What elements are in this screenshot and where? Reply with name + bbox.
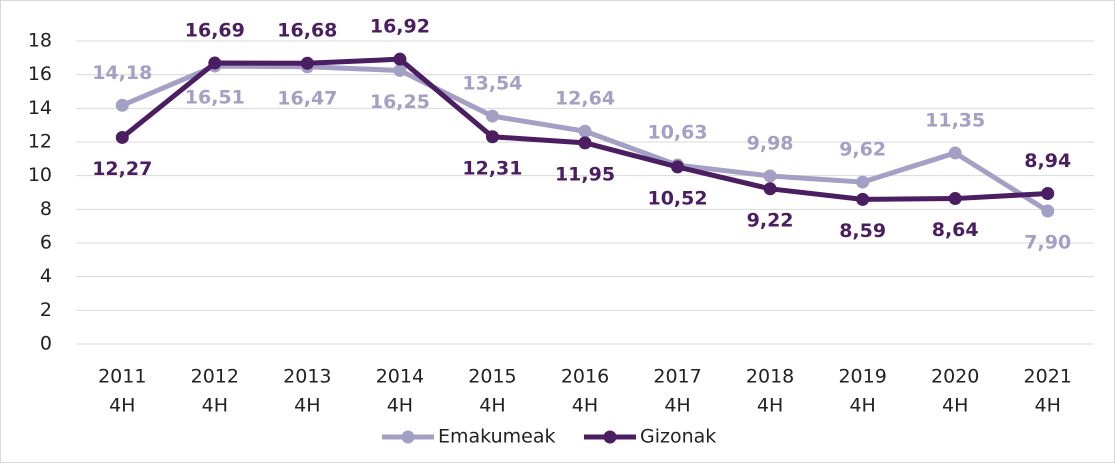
point bbox=[208, 56, 222, 70]
point bbox=[948, 192, 962, 206]
legend-marker bbox=[401, 430, 415, 444]
y-tick-label: 18 bbox=[28, 30, 52, 52]
x-tick-label: 4H bbox=[109, 395, 135, 417]
value-label: 8,64 bbox=[932, 219, 979, 241]
y-tick-label: 2 bbox=[40, 299, 52, 321]
x-tick-label: 4H bbox=[664, 395, 690, 417]
x-tick-label: 2014 bbox=[376, 366, 424, 388]
y-tick-label: 10 bbox=[28, 164, 52, 186]
point bbox=[115, 98, 129, 112]
point bbox=[763, 169, 777, 183]
x-tick-label: 2013 bbox=[283, 366, 331, 388]
point bbox=[485, 109, 499, 123]
x-tick-label: 2020 bbox=[931, 366, 979, 388]
x-tick-label: 4H bbox=[572, 395, 598, 417]
point bbox=[856, 175, 870, 189]
y-tick-label: 0 bbox=[40, 333, 52, 355]
point bbox=[300, 56, 314, 70]
x-tick-label: 2019 bbox=[838, 366, 886, 388]
value-label: 9,62 bbox=[839, 139, 886, 161]
x-tick-label: 4H bbox=[849, 395, 875, 417]
legend-label: Gizonak bbox=[640, 426, 716, 448]
x-tick-label: 4H bbox=[202, 395, 228, 417]
point bbox=[1041, 187, 1055, 201]
point bbox=[485, 130, 499, 144]
y-tick-label: 4 bbox=[40, 265, 52, 287]
point bbox=[1041, 204, 1055, 218]
value-label: 9,22 bbox=[747, 209, 794, 231]
y-tick-label: 6 bbox=[40, 232, 52, 254]
value-label: 16,47 bbox=[277, 87, 337, 109]
point bbox=[856, 192, 870, 206]
x-tick-label: 4H bbox=[387, 395, 413, 417]
x-tick-label: 2021 bbox=[1024, 366, 1072, 388]
value-label: 9,98 bbox=[747, 133, 794, 155]
value-label: 10,63 bbox=[647, 122, 707, 144]
value-label: 16,69 bbox=[185, 20, 245, 42]
value-label: 11,95 bbox=[555, 163, 615, 185]
x-tick-label: 2015 bbox=[468, 366, 516, 388]
value-label: 16,68 bbox=[277, 20, 337, 42]
point bbox=[393, 63, 407, 77]
value-label: 12,27 bbox=[92, 158, 152, 180]
value-label: 12,31 bbox=[462, 157, 522, 179]
value-label: 14,18 bbox=[92, 62, 152, 84]
x-tick-label: 4H bbox=[479, 395, 505, 417]
x-tick-label: 4H bbox=[757, 395, 783, 417]
y-tick-label: 14 bbox=[28, 97, 52, 119]
value-label: 7,90 bbox=[1024, 232, 1071, 254]
point bbox=[393, 52, 407, 66]
x-tick-label: 4H bbox=[294, 395, 320, 417]
legend-label: Emakumeak bbox=[438, 426, 555, 448]
point bbox=[763, 182, 777, 196]
value-label: 8,59 bbox=[839, 220, 886, 242]
x-tick-label: 4H bbox=[942, 395, 968, 417]
value-label: 13,54 bbox=[462, 73, 522, 95]
x-tick-label: 2016 bbox=[561, 366, 609, 388]
value-label: 11,35 bbox=[925, 109, 985, 131]
value-label: 16,51 bbox=[185, 87, 245, 109]
y-tick-label: 16 bbox=[28, 63, 52, 85]
value-label: 10,52 bbox=[647, 187, 707, 209]
point bbox=[948, 146, 962, 160]
x-tick-label: 4H bbox=[1035, 395, 1061, 417]
x-tick-label: 2017 bbox=[653, 366, 701, 388]
y-tick-label: 8 bbox=[40, 198, 52, 220]
x-tick-label: 2011 bbox=[98, 366, 146, 388]
value-label: 16,92 bbox=[370, 16, 430, 38]
value-label: 16,25 bbox=[370, 91, 430, 113]
value-label: 12,64 bbox=[555, 88, 615, 110]
x-tick-label: 2018 bbox=[746, 366, 794, 388]
point bbox=[671, 160, 685, 174]
point bbox=[578, 124, 592, 138]
y-tick-label: 12 bbox=[28, 131, 52, 153]
legend-marker bbox=[603, 430, 617, 444]
x-tick-label: 2012 bbox=[191, 366, 239, 388]
point bbox=[115, 130, 129, 144]
value-label: 8,94 bbox=[1024, 150, 1071, 172]
point bbox=[578, 136, 592, 150]
